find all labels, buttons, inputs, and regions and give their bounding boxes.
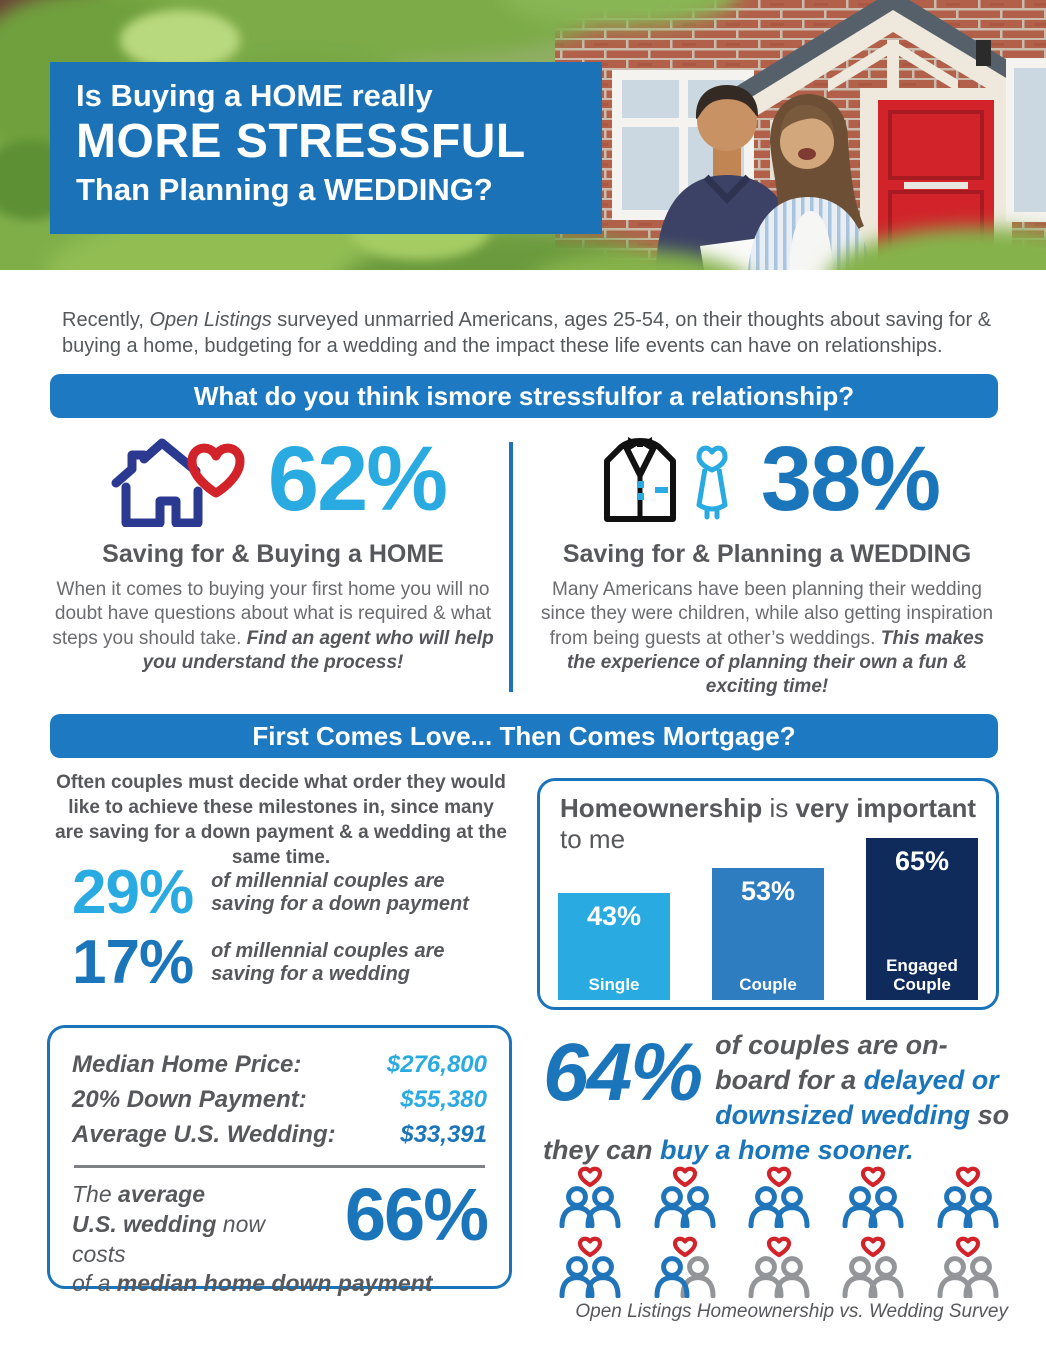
price-wedding-label: Average U.S. Wedding: xyxy=(72,1121,336,1148)
house-with-heart-icon xyxy=(111,438,245,527)
couple-with-heart-icon xyxy=(937,1236,999,1298)
onboard-stat-block: 64% of couples are on-board for a delayed… xyxy=(543,1028,1015,1168)
tuxedo-icon xyxy=(603,437,728,522)
chart-title-r2: to me xyxy=(560,823,626,854)
couple-with-heart-icon xyxy=(748,1236,810,1298)
home-label: Saving for & Buying a HOME xyxy=(102,540,444,568)
wedding-cost-note: 66% The average U.S. wedding now costs o… xyxy=(72,1173,489,1296)
bar-engaged-value: 65% xyxy=(894,845,950,876)
home-column: 62% Saving for & Buying a HOME When it c… xyxy=(50,424,496,675)
band2-text: First Comes Love... Then Comes Mortgage? xyxy=(252,720,796,751)
stress-comparison: 62% Saving for & Buying a HOME When it c… xyxy=(50,424,998,712)
price-downpayment-label: 20% Down Payment: xyxy=(72,1086,307,1113)
section-header-stress: What do you think is more stressful for … xyxy=(50,374,998,418)
wedding-saving-label: of millennial couples are saving for a w… xyxy=(211,940,445,985)
note-r2: now costs xyxy=(72,1210,265,1267)
couple-with-heart-icon xyxy=(748,1166,810,1228)
note-b1: average U.S. wedding xyxy=(72,1181,217,1237)
home-stat: 62% xyxy=(267,428,448,530)
hero-title-box: Is Buying a HOME really MORE STRESSFUL T… xyxy=(50,62,602,234)
chart-title-b1: Homeownership xyxy=(560,793,763,823)
bar-engaged-label: Engaged Couple xyxy=(886,955,958,994)
home-desc-emphasis: Find an agent who will help you understa… xyxy=(142,627,494,673)
sixtysix-stat: 66% xyxy=(344,1173,489,1256)
home-desc-text: When it comes to buying your first home … xyxy=(52,579,492,649)
bar-single-value: 43% xyxy=(586,900,642,931)
bar-couple: 53% Couple xyxy=(712,867,824,1000)
woman xyxy=(748,94,870,270)
price-home-label: Median Home Price: xyxy=(72,1051,302,1078)
couples-grid xyxy=(543,1164,1015,1298)
down-payment-stat: 29% of millennial couples are saving for… xyxy=(72,862,511,924)
wedding-label: Saving for & Planning a WEDDING xyxy=(562,540,972,568)
band1-bold: more stressful xyxy=(448,380,628,411)
couple-with-heart-icon xyxy=(842,1236,904,1298)
mortgage-intro: Often couples must decide what order the… xyxy=(55,772,507,869)
price-wedding-value: $33,391 xyxy=(400,1121,487,1148)
note-bottom: of a median home down payment xyxy=(72,1270,487,1297)
chart-title-b2: very important xyxy=(795,793,977,823)
price-home-value: $276,800 xyxy=(386,1051,487,1078)
wedding-desc-emphasis: This makes the experience of planning th… xyxy=(566,627,985,698)
price-row-home: Median Home Price: $276,800 xyxy=(72,1051,487,1079)
price-downpayment-value: $55,380 xyxy=(400,1086,487,1113)
hero-photo: Is Buying a HOME really MORE STRESSFUL T… xyxy=(0,0,1046,270)
intro-brand: Open Listings xyxy=(149,309,272,331)
wedding-saving-value: 17% xyxy=(72,928,194,997)
intro-paragraph: Recently, Open Listings surveyed unmarri… xyxy=(62,307,1002,359)
source-citation: Open Listings Homeownership vs. Wedding … xyxy=(575,1301,1008,1322)
chart-title: Homeownership is very important to me xyxy=(560,793,996,854)
wedding-description: Many Americans have been planning their … xyxy=(536,578,998,700)
onboard-h2: buy a home sooner. xyxy=(660,1135,914,1166)
couple-with-heart-icon xyxy=(842,1166,904,1228)
price-row-downpayment: 20% Down Payment: $55,380 xyxy=(72,1086,487,1114)
couple-with-heart-icon xyxy=(937,1166,999,1228)
price-divider xyxy=(74,1165,485,1168)
wedding-column: 38% Saving for & Planning a WEDDING Many… xyxy=(536,424,998,700)
couple-with-heart-icon xyxy=(654,1166,716,1228)
down-payment-label: of millennial couples are saving for a d… xyxy=(211,870,469,915)
wedding-saving-stat: 17% of millennial couples are saving for… xyxy=(72,932,511,994)
intro-pre: Recently, xyxy=(62,309,150,331)
bar-group: 43% Single 53% Couple 65% Engaged Couple xyxy=(558,837,978,1000)
bar-couple-value: 53% xyxy=(740,875,796,906)
section-header-mortgage: First Comes Love... Then Comes Mortgage? xyxy=(50,714,998,758)
home-description: When it comes to buying your first home … xyxy=(50,578,496,675)
bar-engaged-couple: 65% Engaged Couple xyxy=(866,837,978,1000)
wedding-desc-text: Many Americans have been planning their … xyxy=(540,579,994,649)
hero-title-line3: Than Planning a WEDDING? xyxy=(76,172,493,208)
note-text: The average U.S. wedding now costs xyxy=(72,1180,307,1270)
bar-couple-label: Couple xyxy=(739,974,797,994)
wedding-stat: 38% xyxy=(760,428,941,530)
column-divider xyxy=(509,442,513,692)
cost-comparison-box: Median Home Price: $276,800 20% Down Pay… xyxy=(47,1025,512,1296)
band1-post: for a relationship? xyxy=(627,380,855,411)
band1-pre: What do you think is xyxy=(193,380,449,411)
couple-with-heart-icon xyxy=(559,1236,621,1298)
hero-title-line1: Is Buying a HOME really xyxy=(76,78,433,113)
homeownership-chart: Homeownership is very important to me 43… xyxy=(537,778,999,1010)
sixtyfour-stat: 64% xyxy=(543,1027,703,1118)
porch-lamp xyxy=(976,40,991,66)
couple-with-heart-icon xyxy=(654,1236,716,1298)
hero-title-line2: MORE STRESSFUL xyxy=(76,114,526,168)
note-r3: of a xyxy=(72,1269,117,1296)
note-b2: median home down payment xyxy=(116,1269,433,1296)
onboard-t1: of couples are on-board for a xyxy=(715,1030,948,1096)
intro-post: surveyed unmarried Americans, ages 25-54… xyxy=(62,309,992,357)
down-payment-value: 29% xyxy=(72,858,194,927)
bar-single-label: Single xyxy=(588,974,640,994)
bar-single: 43% Single xyxy=(558,892,670,1000)
couple-with-heart-icon xyxy=(559,1166,621,1228)
onboard-h1: delayed or downsized wedding xyxy=(715,1065,999,1131)
price-row-wedding: Average U.S. Wedding: $33,391 xyxy=(72,1121,487,1149)
onboard-t2: so they can xyxy=(543,1100,1010,1166)
note-r1: The xyxy=(72,1181,119,1207)
chart-title-r1: is xyxy=(762,793,796,823)
window-right xyxy=(1006,58,1046,222)
